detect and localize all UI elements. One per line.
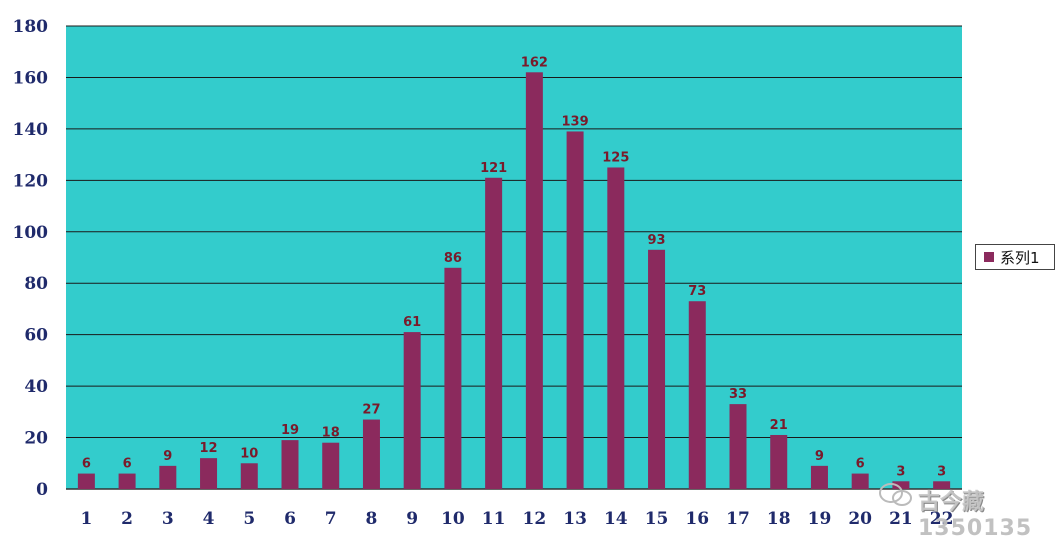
bars — [77, 72, 951, 490]
bar — [688, 301, 706, 489]
bar — [892, 481, 910, 489]
data-label: 12 — [199, 441, 217, 456]
data-label: 86 — [444, 251, 462, 266]
y-tick-label: 40 — [24, 377, 48, 397]
data-label: 3 — [937, 464, 946, 479]
y-tick-label: 140 — [13, 120, 49, 140]
data-label: 125 — [602, 150, 629, 165]
bar — [77, 473, 95, 489]
x-tick-label: 22 — [930, 509, 954, 529]
x-tick-label: 9 — [406, 509, 418, 529]
data-label: 33 — [729, 387, 747, 402]
bar — [607, 167, 625, 489]
y-tick-label: 60 — [24, 326, 48, 346]
x-tick-label: 2 — [121, 509, 133, 529]
x-tick-label: 19 — [808, 509, 832, 529]
data-label: 21 — [770, 418, 788, 433]
x-tick-label: 10 — [441, 509, 465, 529]
y-axis-labels: 0 20 40 60 80 100 120 140 160 180 — [13, 17, 49, 500]
x-axis-labels: 1 2 3 4 5 6 7 8 9 10 11 12 13 14 15 16 17 18 19 20 21 22 — [80, 509, 953, 529]
x-tick-label: 17 — [726, 509, 750, 529]
plot-area — [66, 26, 962, 489]
bar — [118, 473, 136, 489]
x-tick-label: 3 — [162, 509, 174, 529]
y-tick-label: 120 — [13, 171, 49, 191]
bar — [566, 131, 584, 489]
bar — [525, 72, 543, 490]
x-tick-label: 1 — [80, 509, 92, 529]
data-label: 61 — [403, 315, 421, 330]
bar — [729, 404, 747, 489]
x-tick-label: 20 — [848, 509, 872, 529]
bar — [810, 465, 828, 489]
data-label: 162 — [521, 55, 548, 70]
watermark-number: 1350135 — [918, 516, 1033, 541]
legend: 系列1 — [975, 244, 1055, 270]
data-label: 121 — [480, 161, 507, 176]
bar — [159, 465, 177, 489]
legend-label: 系列1 — [1000, 248, 1040, 267]
data-label: 73 — [688, 284, 706, 299]
data-label: 6 — [856, 457, 865, 472]
x-tick-label: 16 — [685, 509, 709, 529]
watermark-text: 古今藏 — [918, 490, 985, 515]
x-tick-label: 12 — [523, 509, 547, 529]
x-tick-label: 14 — [604, 509, 628, 529]
bar — [851, 473, 869, 489]
data-label: 9 — [163, 449, 172, 464]
x-tick-label: 7 — [325, 509, 337, 529]
x-tick-label: 5 — [243, 509, 255, 529]
data-label: 27 — [362, 403, 380, 418]
wechat-icon — [879, 483, 912, 506]
x-tick-label: 21 — [889, 509, 913, 529]
y-tick-label: 0 — [36, 480, 48, 500]
data-label: 10 — [240, 446, 258, 461]
data-label: 93 — [647, 233, 665, 248]
x-tick-label: 18 — [767, 509, 791, 529]
bar — [240, 463, 258, 489]
data-label: 9 — [815, 449, 824, 464]
y-tick-label: 100 — [13, 223, 49, 243]
bar — [933, 481, 951, 489]
bar — [200, 458, 218, 489]
bar — [444, 267, 462, 489]
x-tick-label: 15 — [645, 509, 669, 529]
bar — [485, 177, 503, 489]
bar — [362, 419, 380, 489]
data-label: 6 — [82, 457, 91, 472]
data-label: 6 — [123, 457, 132, 472]
data-label: 139 — [562, 114, 589, 129]
x-tick-label: 4 — [203, 509, 215, 529]
bar — [322, 442, 340, 489]
data-label: 19 — [281, 423, 299, 438]
x-tick-label: 11 — [482, 509, 506, 529]
data-label: 18 — [322, 426, 340, 441]
y-tick-label: 160 — [13, 68, 49, 88]
x-tick-label: 8 — [366, 509, 378, 529]
x-tick-label: 6 — [284, 509, 296, 529]
x-tick-label: 13 — [563, 509, 587, 529]
data-label: 3 — [896, 464, 905, 479]
y-tick-label: 180 — [13, 17, 49, 37]
bar — [770, 434, 788, 489]
bar — [281, 440, 299, 489]
bar — [403, 332, 421, 489]
bar — [648, 249, 666, 489]
y-tick-label: 20 — [24, 429, 48, 449]
y-tick-label: 80 — [24, 274, 48, 294]
legend-swatch — [984, 252, 994, 262]
